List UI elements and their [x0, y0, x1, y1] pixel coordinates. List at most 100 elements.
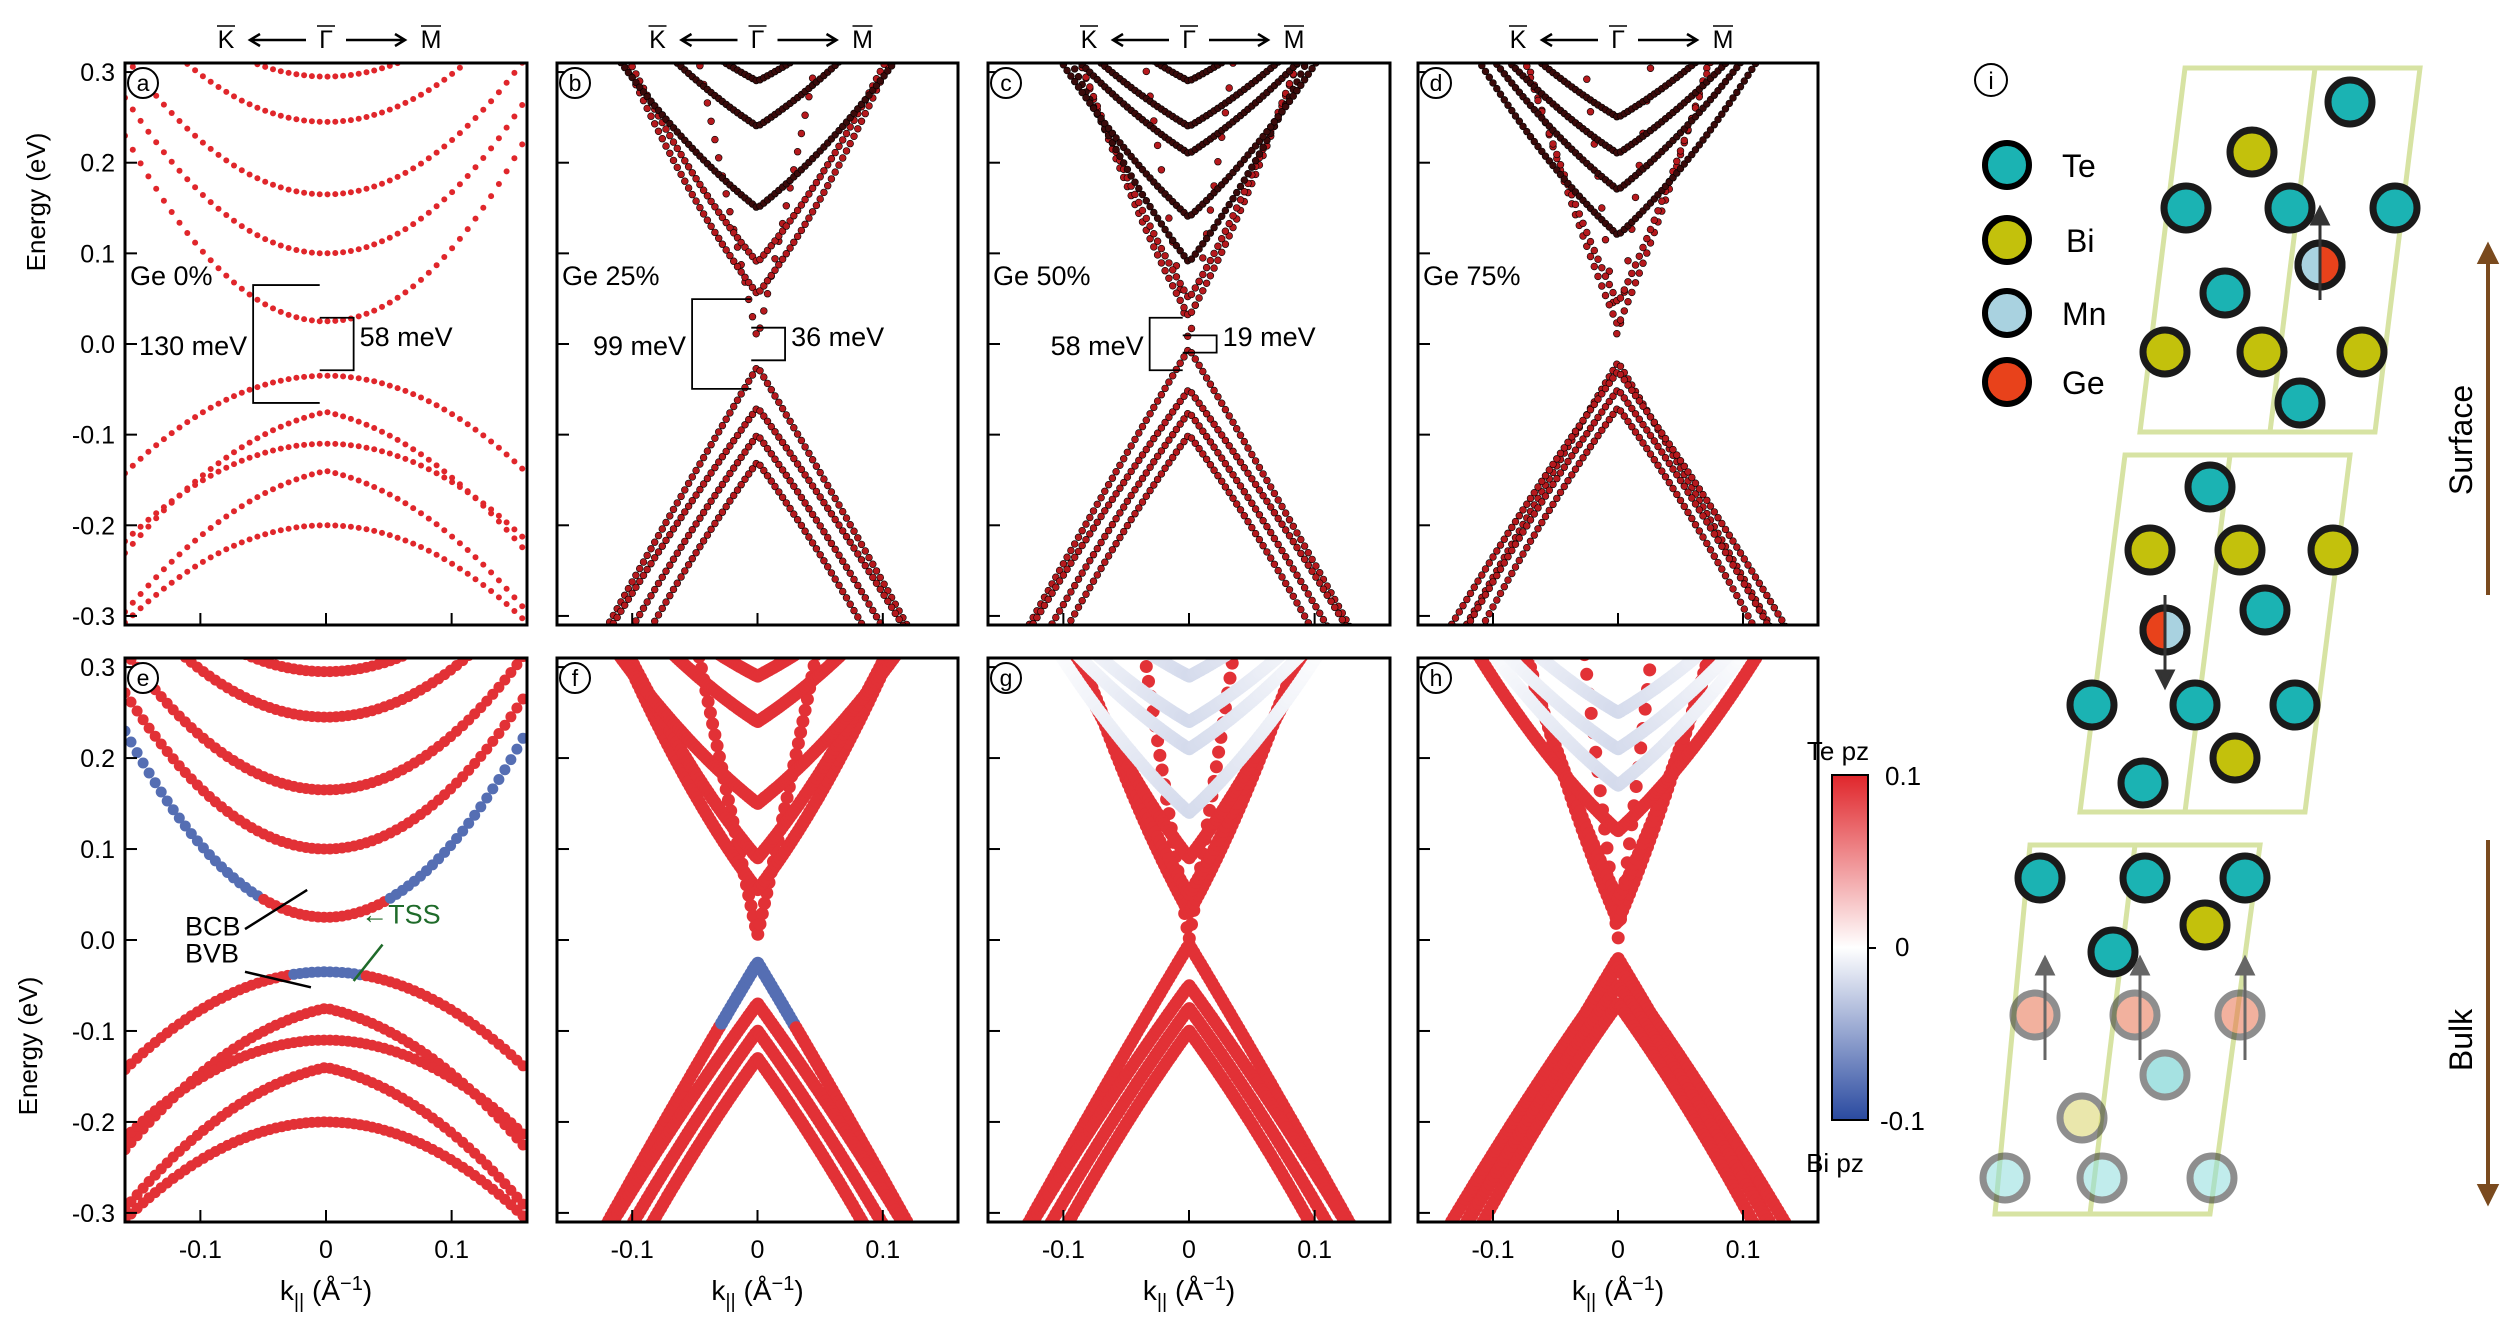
band-point	[503, 601, 510, 607]
band-point	[308, 317, 315, 324]
band-point	[409, 646, 420, 657]
band-point	[771, 255, 779, 263]
band-point	[1300, 583, 1309, 592]
band-point	[1240, 188, 1249, 196]
band-point	[846, 538, 854, 546]
band-point	[880, 72, 888, 80]
band-point	[137, 591, 144, 597]
band-point	[861, 109, 869, 118]
band-point	[887, 642, 900, 655]
band-point	[277, 184, 284, 191]
band-point	[153, 92, 160, 99]
band-point	[737, 481, 745, 489]
band-point	[1168, 372, 1177, 380]
band-point	[827, 539, 836, 548]
band-point	[707, 497, 715, 505]
band-point	[1248, 523, 1256, 532]
band-point	[1157, 447, 1166, 455]
band-point	[308, 73, 315, 80]
band-point	[706, 643, 719, 656]
band-point	[1153, 397, 1162, 405]
band-point	[1037, 607, 1045, 616]
band-point	[1127, 515, 1135, 524]
band-point	[1293, 599, 1301, 607]
band-point	[1338, 615, 1347, 624]
band-point	[168, 209, 175, 215]
band-point	[857, 540, 866, 549]
band-point	[767, 450, 775, 458]
band-point	[425, 466, 432, 473]
band-point	[1312, 602, 1320, 611]
band-point	[666, 561, 674, 569]
band-point	[511, 69, 518, 76]
band-point	[729, 437, 738, 445]
band-point	[487, 735, 499, 747]
band-point	[332, 440, 339, 447]
band-point	[1176, 296, 1184, 305]
band-point	[511, 659, 523, 671]
band-point	[1281, 509, 1290, 517]
band-point	[125, 736, 137, 748]
band-point	[308, 441, 315, 448]
band-point	[192, 563, 199, 570]
band-point	[1176, 420, 1184, 428]
gap-total-label: 99 meV	[593, 331, 686, 361]
band-point	[270, 305, 276, 312]
band-point	[355, 246, 362, 253]
band-point	[418, 462, 424, 469]
band-point	[909, 1231, 922, 1244]
band-point	[137, 532, 144, 539]
band-point	[402, 441, 409, 448]
panel-g: -0.1 0 0.1gk|| (Å−1)	[986, 638, 1392, 1313]
band-point	[153, 574, 160, 581]
band-point	[1060, 42, 1067, 49]
band-point	[905, 1230, 918, 1243]
band-point	[167, 804, 179, 816]
band-point	[1067, 588, 1075, 596]
band-point	[650, 120, 659, 128]
band-point	[797, 493, 806, 502]
band-point	[480, 204, 487, 211]
band-point	[1047, 638, 1060, 651]
band-point	[801, 443, 809, 451]
band-point	[607, 641, 620, 654]
band-point	[425, 269, 432, 276]
band-point	[493, 681, 505, 693]
band-point	[402, 455, 409, 462]
band-point	[692, 466, 700, 475]
band-point	[207, 257, 214, 264]
band-point	[1132, 46, 1139, 53]
band-point	[1225, 200, 1233, 209]
band-point	[137, 757, 149, 769]
band-point	[1343, 1223, 1356, 1236]
band-point	[628, 73, 636, 82]
band-point	[316, 469, 323, 476]
band-point	[684, 479, 693, 488]
y-tick-label: 0.2	[80, 150, 115, 178]
band-point	[838, 527, 847, 535]
band-point	[472, 215, 479, 222]
arrow-right	[777, 32, 839, 48]
band-point	[493, 774, 505, 785]
band-point	[441, 196, 448, 203]
band-point	[1199, 240, 1207, 248]
band-point	[223, 88, 230, 95]
x-axis-title: k|| (Å−1)	[711, 1273, 803, 1313]
band-point	[729, 229, 738, 237]
band-point	[1140, 645, 1153, 658]
band-point	[1138, 474, 1147, 483]
band-point	[1233, 640, 1246, 653]
band-point	[168, 498, 175, 505]
bands-e	[125, 646, 527, 1222]
band-point	[1244, 517, 1252, 526]
band-point	[1153, 429, 1162, 437]
bvb-label: BVB	[185, 939, 239, 969]
band-point	[1270, 509, 1279, 517]
band-point	[722, 190, 730, 198]
band-point	[511, 526, 518, 533]
band-point	[1101, 487, 1109, 495]
band-point	[1070, 77, 1079, 86]
band-point	[887, 63, 896, 70]
band-point	[238, 444, 245, 451]
band-point	[1018, 1229, 1031, 1242]
